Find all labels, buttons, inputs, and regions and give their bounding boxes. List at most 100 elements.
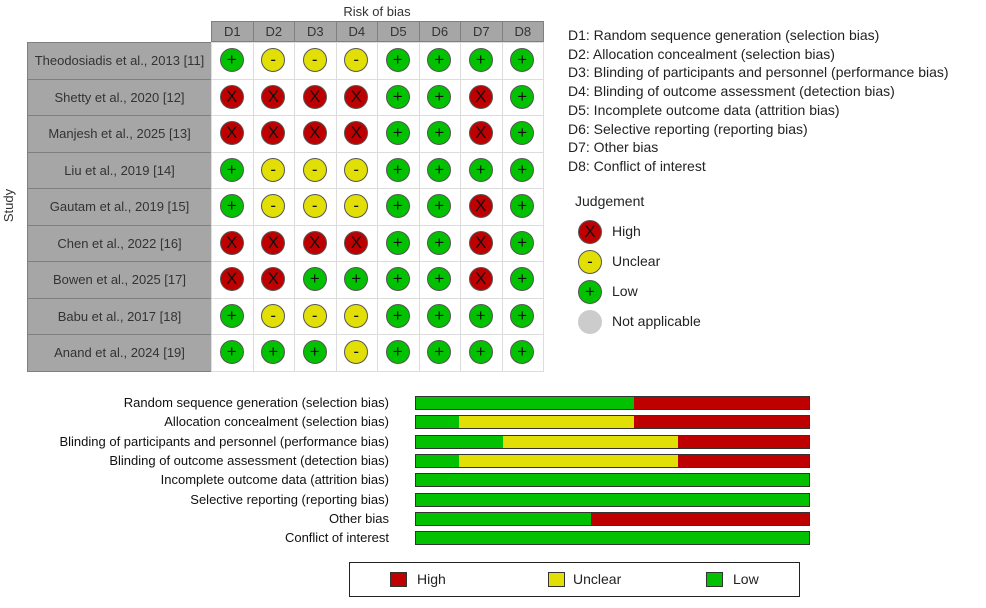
domain-header-d6: D6: [418, 21, 461, 42]
domain-description: D7: Other bias: [568, 139, 659, 156]
judgement-low-icon: +: [385, 48, 410, 73]
judgement-unclear-icon: -: [302, 157, 327, 182]
judgement-low-icon: +: [427, 303, 452, 328]
judgement-low-icon: +: [385, 121, 410, 146]
domain-header-d2: D2: [252, 21, 295, 42]
judgement-low-icon: +: [427, 84, 452, 109]
domain-header-d5: D5: [377, 21, 420, 42]
bar-label: Blinding of outcome assessment (detectio…: [109, 452, 389, 468]
judgement-high-icon: X: [219, 267, 244, 292]
legend-low-icon: +: [578, 280, 602, 304]
summary-legend-label: High: [417, 571, 446, 587]
bar-label: Blinding of participants and personnel (…: [59, 433, 389, 449]
bar-segment-low: [415, 396, 635, 410]
judgement-low-icon: +: [510, 340, 535, 365]
judgement-low-icon: +: [510, 230, 535, 255]
legend-swatch-high: [390, 572, 407, 587]
study-label: Shetty et al., 2020 [12]: [27, 78, 212, 116]
judgement-high-icon: X: [468, 121, 493, 146]
legend-swatch-low: [706, 572, 723, 587]
domain-description: D5: Incomplete outcome data (attrition b…: [568, 101, 840, 118]
judgement-low-icon: +: [385, 194, 410, 219]
study-label: Bowen et al., 2025 [17]: [27, 261, 212, 299]
judgement-high-icon: X: [261, 267, 286, 292]
judgement-unclear-icon: -: [344, 340, 369, 365]
judgement-low-icon: +: [510, 48, 535, 73]
bar-segment-unclear: [458, 415, 635, 430]
bar-segment-high: [590, 511, 810, 526]
judgement-high-icon: X: [219, 121, 244, 146]
judgement-low-icon: +: [219, 303, 244, 328]
legend-label: High: [612, 223, 641, 239]
summary-legend-label: Low: [733, 571, 759, 587]
judgement-low-icon: +: [468, 303, 493, 328]
judgement-unclear-icon: -: [344, 194, 369, 219]
domain-header-d7: D7: [460, 21, 503, 42]
judgement-unclear-icon: -: [302, 194, 327, 219]
study-label: Gautam et al., 2019 [15]: [27, 188, 212, 226]
domain-header-d1: D1: [211, 21, 254, 42]
bar-label: Other bias: [329, 510, 389, 526]
legend-label: Unclear: [612, 253, 661, 269]
judgement-low-icon: +: [219, 340, 244, 365]
domain-description: D3: Blinding of participants and personn…: [568, 64, 949, 81]
domain-description: D1: Random sequence generation (selectio…: [568, 27, 880, 43]
judgement-high-icon: X: [468, 267, 493, 292]
judgement-low-icon: +: [427, 230, 452, 255]
summary-legend-label: Unclear: [573, 571, 622, 587]
judgement-high-icon: X: [261, 84, 286, 109]
domain-description: D8: Conflict of interest: [568, 157, 706, 174]
judgement-low-icon: +: [427, 48, 452, 73]
domain-description: D2: Allocation concealment (selection bi…: [568, 45, 835, 62]
bar-segment-low: [415, 453, 459, 468]
judgement-high-icon: X: [302, 230, 327, 255]
judgement-high-icon: X: [344, 230, 369, 255]
judgement-low-icon: +: [468, 157, 493, 182]
judgement-low-icon: +: [510, 121, 535, 146]
legend-unclear-icon: -: [578, 250, 602, 274]
judgement-low-icon: +: [385, 340, 410, 365]
bar-label: Allocation concealment (selection bias): [164, 414, 389, 430]
chart-title: Risk of bias: [343, 4, 411, 19]
bar-segment-low: [415, 415, 459, 430]
domain-header-d8: D8: [501, 21, 544, 42]
judgement-high-icon: X: [468, 84, 493, 109]
legend-label: Not applicable: [612, 313, 701, 329]
summary-legend-box: [349, 562, 800, 597]
judgement-unclear-icon: -: [302, 303, 327, 328]
domain-header-d4: D4: [335, 21, 378, 42]
study-label: Anand et al., 2024 [19]: [27, 334, 212, 372]
judgement-low-icon: +: [385, 267, 410, 292]
bar-segment-unclear: [458, 453, 679, 468]
judgement-low-icon: +: [219, 194, 244, 219]
bar-segment-high: [678, 434, 810, 449]
bar-segment-high: [634, 396, 810, 410]
legend-not-applicable-icon: [578, 310, 602, 334]
judgement-high-icon: X: [302, 84, 327, 109]
judgement-unclear-icon: -: [344, 157, 369, 182]
study-label: Chen et al., 2022 [16]: [27, 224, 212, 262]
bar-segment-high: [634, 415, 810, 430]
judgement-low-icon: +: [468, 48, 493, 73]
legend-label: Low: [612, 283, 638, 299]
judgement-high-icon: X: [468, 194, 493, 219]
judgement-low-icon: +: [219, 157, 244, 182]
judgement-unclear-icon: -: [261, 48, 286, 73]
y-axis-label: Study: [1, 188, 17, 223]
judgement-low-icon: +: [510, 267, 535, 292]
judgement-low-icon: +: [468, 340, 493, 365]
bar-segment-low: [415, 473, 810, 488]
judgement-unclear-icon: -: [302, 48, 327, 73]
judgement-legend-title: Judgement: [575, 193, 645, 209]
judgement-low-icon: +: [427, 340, 452, 365]
judgement-unclear-icon: -: [344, 48, 369, 73]
judgement-high-icon: X: [344, 84, 369, 109]
legend-high-icon: X: [578, 220, 602, 244]
judgement-low-icon: +: [385, 230, 410, 255]
bar-label: Conflict of interest: [284, 530, 389, 546]
judgement-low-icon: +: [302, 267, 327, 292]
bar-segment-high: [678, 453, 810, 468]
bar-label: Random sequence generation (selection bi…: [123, 395, 389, 410]
domain-description: D6: Selective reporting (reporting bias): [568, 120, 808, 137]
bar-segment-low: [415, 492, 810, 507]
